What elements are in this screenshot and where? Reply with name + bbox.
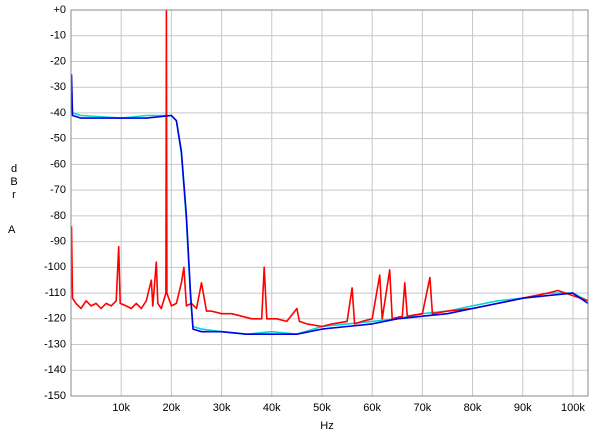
y-tick-label: -60 xyxy=(50,158,66,170)
series-line xyxy=(70,9,589,328)
x-tick-label: 100k xyxy=(561,402,585,414)
y-axis-label: dBr xyxy=(8,163,20,202)
x-tick-label: 80k xyxy=(464,402,482,414)
y-tick-label: -30 xyxy=(50,81,66,93)
x-tick-label: 20k xyxy=(163,402,181,414)
y-tick-label: -120 xyxy=(44,313,66,325)
y-tick-label: -110 xyxy=(45,287,66,299)
y-tick-label: -140 xyxy=(44,364,66,376)
x-axis-label: Hz xyxy=(320,420,333,432)
x-tick-label: 40k xyxy=(263,402,281,414)
y-tick-label: -50 xyxy=(50,133,66,145)
y-tick-label: -20 xyxy=(50,55,66,67)
series-line xyxy=(70,82,589,335)
y-tick-label: -70 xyxy=(50,184,66,196)
y-tick-label: -150 xyxy=(44,390,66,402)
x-tick-label: 30k xyxy=(213,402,231,414)
y-tick-label: +0 xyxy=(53,4,66,16)
y-axis-unit: A xyxy=(8,224,16,236)
plot-area xyxy=(70,9,589,397)
x-tick-label: 10k xyxy=(112,402,130,414)
series-line xyxy=(70,74,589,335)
y-tick-label: -130 xyxy=(44,338,66,350)
y-tick-label: -80 xyxy=(50,210,66,222)
y-tick-label: -10 xyxy=(50,30,66,42)
plot-border xyxy=(70,9,589,397)
x-tick-label: 70k xyxy=(413,402,431,414)
y-tick-label: -90 xyxy=(50,236,66,248)
x-tick-label: 90k xyxy=(514,402,532,414)
x-tick-label: 60k xyxy=(363,402,381,414)
x-tick-label: 50k xyxy=(313,402,331,414)
y-tick-label: -100 xyxy=(44,261,66,273)
y-tick-label: -40 xyxy=(50,107,66,119)
